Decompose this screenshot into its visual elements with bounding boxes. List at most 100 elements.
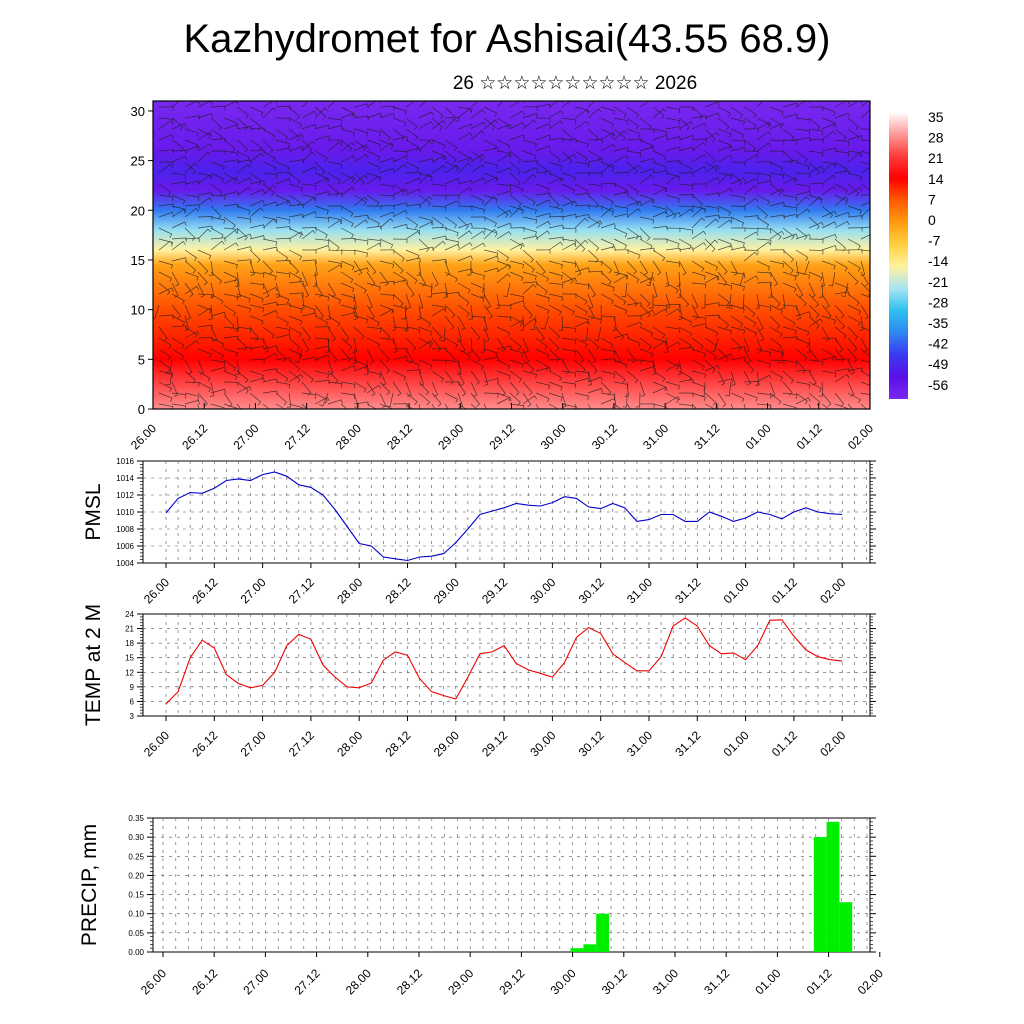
wind-barb xyxy=(184,340,199,350)
wind-barb xyxy=(717,187,733,196)
wind-barb xyxy=(795,117,811,124)
wind-barb xyxy=(392,136,408,141)
wind-barb xyxy=(158,337,172,349)
wind-barb xyxy=(262,271,277,281)
wind-barb xyxy=(678,403,694,409)
wind-barb xyxy=(587,220,603,229)
wind-barb xyxy=(223,117,238,128)
y-tick-label: 1014 xyxy=(116,474,134,483)
wind-barb xyxy=(483,293,491,309)
wind-barb xyxy=(418,196,433,207)
wind-barb xyxy=(665,126,681,131)
wind-barb xyxy=(275,271,291,279)
wind-barb xyxy=(288,326,302,338)
wind-barb xyxy=(327,124,343,130)
wind-barb xyxy=(522,395,537,405)
wind-barb xyxy=(626,337,641,347)
wind-barb xyxy=(847,348,858,363)
wind-barb xyxy=(691,315,707,323)
wind-barb xyxy=(834,194,848,206)
wind-barb xyxy=(739,293,745,309)
wind-barb xyxy=(809,106,824,111)
wind-barb xyxy=(184,128,199,138)
wind-barb xyxy=(275,216,291,224)
wind-barb xyxy=(522,304,533,319)
wind-barb xyxy=(808,381,822,393)
wind-barb xyxy=(860,150,870,154)
wind-barb xyxy=(795,128,811,136)
wind-barb xyxy=(600,271,612,285)
wind-barb xyxy=(184,194,200,201)
wind-barb xyxy=(158,314,174,320)
wind-barb xyxy=(496,315,512,322)
wind-barb xyxy=(743,326,757,337)
wind-barb xyxy=(352,293,357,309)
wind-barb xyxy=(470,121,486,130)
wind-barb xyxy=(522,318,537,328)
wind-barb xyxy=(806,337,811,353)
wind-barb xyxy=(440,326,446,342)
wind-barb xyxy=(457,162,472,174)
wind-barb xyxy=(483,229,498,240)
wind-barb xyxy=(756,359,771,369)
wind-barb xyxy=(353,139,367,152)
wind-barb xyxy=(262,352,278,361)
wind-barb xyxy=(860,207,870,218)
wind-barb xyxy=(808,271,823,282)
wind-barb xyxy=(249,249,261,263)
wind-barb xyxy=(613,191,629,196)
wind-barb xyxy=(236,326,252,333)
wind-barb xyxy=(496,370,511,380)
wind-barb xyxy=(548,282,564,289)
wind-barb xyxy=(496,209,512,218)
wind-barb xyxy=(522,205,537,215)
wind-barb xyxy=(587,183,603,190)
wind-barb xyxy=(158,117,174,124)
y-tick-label: 0.15 xyxy=(128,891,144,900)
wind-barb xyxy=(717,154,733,163)
pmsl-series-line xyxy=(165,471,843,562)
wind-barb xyxy=(626,235,642,241)
wind-barb xyxy=(821,233,837,240)
wind-barb xyxy=(561,403,577,409)
y-tick-label: 6 xyxy=(130,697,135,706)
wind-barb xyxy=(613,403,622,409)
wind-barb xyxy=(743,185,758,196)
wind-barb xyxy=(158,227,173,238)
wind-barb xyxy=(548,260,563,269)
y-tick-label: 18 xyxy=(125,639,134,648)
wind-barb xyxy=(301,370,314,383)
temp-series-line xyxy=(165,617,843,705)
wind-barb xyxy=(730,216,745,227)
wind-barb xyxy=(417,304,422,320)
wind-barb xyxy=(522,119,537,130)
wind-barb xyxy=(314,396,330,405)
wind-barb xyxy=(288,315,303,326)
wind-barb xyxy=(444,403,449,409)
wind-barb xyxy=(314,337,330,344)
wind-barb xyxy=(652,260,662,276)
wind-barb xyxy=(496,101,504,108)
wind-barb xyxy=(275,370,289,383)
wind-barb xyxy=(340,249,356,255)
wind-barb xyxy=(275,226,291,231)
wind-barb xyxy=(574,139,589,149)
wind-barb xyxy=(769,188,785,196)
wind-barb xyxy=(522,337,529,353)
wind-barb xyxy=(431,291,447,297)
wind-barb xyxy=(171,117,184,131)
wind-barb xyxy=(223,229,238,240)
wind-barb xyxy=(509,121,525,130)
wind-barb xyxy=(379,304,394,314)
wind-barb xyxy=(431,165,447,174)
wind-barb xyxy=(314,304,324,319)
wind-barb xyxy=(236,370,249,384)
wind-barb xyxy=(236,233,252,240)
wind-barb xyxy=(561,183,576,194)
wind-barb xyxy=(457,359,462,375)
wind-barb xyxy=(782,359,798,367)
wind-barb xyxy=(197,260,209,275)
wind-barb xyxy=(717,392,727,408)
wind-barb xyxy=(379,194,395,201)
wind-barb xyxy=(795,227,808,241)
